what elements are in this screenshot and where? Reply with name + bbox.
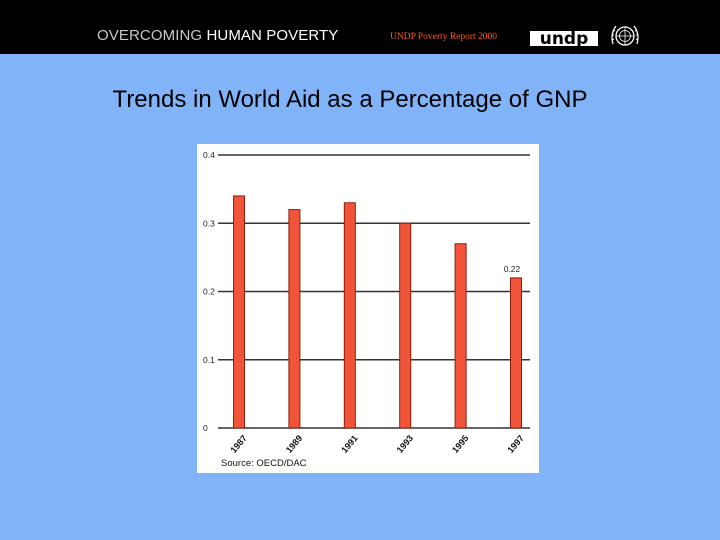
bar-1991 <box>343 202 356 429</box>
bar-1987 <box>233 195 245 429</box>
undp-logo-text: undp <box>540 29 589 49</box>
un-emblem-icon <box>611 25 639 46</box>
undp-logo-band <box>530 31 598 46</box>
y-tick-label: 0 <box>203 423 208 433</box>
y-tick-label: 0.1 <box>203 355 215 365</box>
x-tick-label: 1989 <box>284 433 305 455</box>
brand-title: OVERCOMING HUMAN POVERTY <box>97 27 338 44</box>
bar-chart: 0 0.1 0.2 0.3 0.4 1987 1989 1991 1993 1995 1997 0… <box>203 150 530 469</box>
brand-prefix: OVERCOMING <box>97 27 203 44</box>
undp-logo: undp <box>530 29 598 49</box>
bar-1993 <box>399 222 412 429</box>
brand-suffix: HUMAN POVERTY <box>206 27 339 44</box>
bar-1997 <box>510 277 522 429</box>
header-bar: OVERCOMING HUMAN POVERTY UNDP Poverty Re… <box>0 0 720 54</box>
y-tick-label: 0.2 <box>203 287 215 297</box>
source-note: Source: OECD/DAC <box>221 458 307 469</box>
y-tick-label: 0.3 <box>203 218 215 228</box>
bar-1989 <box>288 209 301 429</box>
chart-panel: 0 0.1 0.2 0.3 0.4 1987 1989 1991 1993 1995 1997 0… <box>197 144 539 473</box>
x-tick-label: 1987 <box>228 433 249 455</box>
x-tick-label: 1993 <box>395 433 416 455</box>
slide-title: Trends in World Aid as a Percentage of G… <box>112 86 588 113</box>
x-tick-label: 1991 <box>339 433 360 455</box>
y-tick-label: 0.4 <box>203 150 215 160</box>
bar-1995 <box>454 243 467 429</box>
x-tick-label: 1995 <box>450 433 471 455</box>
x-tick-label: 1997 <box>505 433 526 455</box>
annotation-label: 0.22 <box>504 264 521 274</box>
report-label: UNDP Poverty Report 2000 <box>390 32 498 42</box>
